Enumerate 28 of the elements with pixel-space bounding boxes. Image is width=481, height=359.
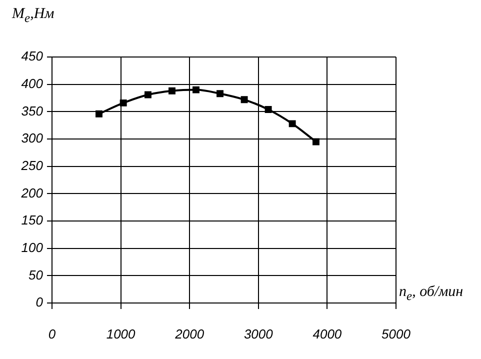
point (216, 90, 224, 98)
point (288, 120, 296, 128)
point (192, 86, 200, 94)
x-tick-label: 2000 (174, 326, 205, 342)
y-axis-title: M$_{e}$,Нм (12, 6, 54, 26)
x-tick-label: 3000 (244, 326, 274, 342)
y-tick-label: 300 (21, 130, 44, 146)
point (168, 87, 176, 94)
x-tick-label: 1000 (106, 326, 136, 342)
x-axis-title: n$_{e}$, об/мин (399, 284, 464, 304)
point (312, 138, 320, 146)
y-tick-label: 150 (21, 212, 44, 228)
x-tick-label: 5000 (382, 326, 412, 342)
y-tick-label: 350 (21, 103, 44, 118)
y-tick-label: 100 (21, 240, 44, 255)
y-tick-label: 50 (28, 267, 44, 282)
y-tick-label: 250 (20, 158, 44, 173)
y-tick-label: 400 (21, 76, 44, 91)
point (240, 96, 248, 104)
y-tick-label: 0 (36, 294, 44, 310)
point (144, 91, 152, 98)
y-tick-label: 200 (20, 185, 44, 200)
point (96, 110, 102, 118)
x-tick-label: 4000 (312, 326, 342, 342)
x-tick-label: 0 (48, 326, 56, 342)
point (264, 106, 272, 113)
y-tick-label: 450 (21, 48, 44, 64)
point (120, 99, 127, 106)
